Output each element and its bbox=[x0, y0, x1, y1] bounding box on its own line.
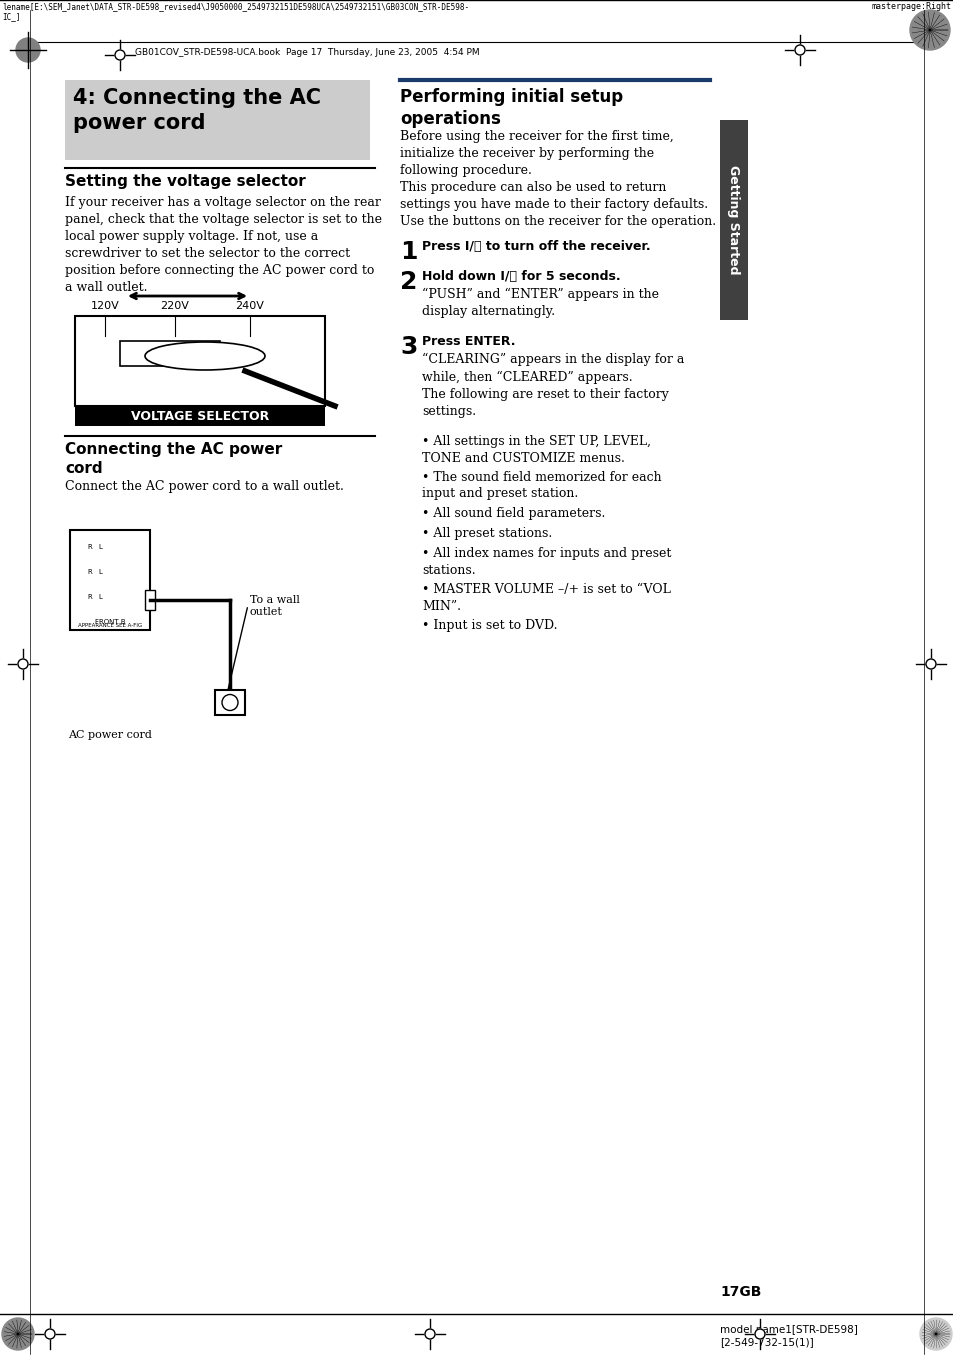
Circle shape bbox=[2, 1318, 34, 1350]
Text: • MASTER VOLUME –/+ is set to “VOL
MIN”.: • MASTER VOLUME –/+ is set to “VOL MIN”. bbox=[421, 582, 670, 612]
Circle shape bbox=[919, 1318, 951, 1350]
Text: 220V: 220V bbox=[160, 301, 190, 311]
Text: 2: 2 bbox=[399, 270, 416, 295]
Text: L: L bbox=[98, 544, 102, 550]
Text: “CLEARING” appears in the display for a
while, then “CLEARED” appears.
The follo: “CLEARING” appears in the display for a … bbox=[421, 353, 683, 417]
Bar bbox=[85, 567, 105, 582]
Bar bbox=[145, 591, 154, 610]
Text: “PUSH” and “ENTER” appears in the
display alternatingly.: “PUSH” and “ENTER” appears in the displa… bbox=[421, 288, 659, 318]
Bar bbox=[75, 316, 325, 406]
Bar bbox=[75, 406, 325, 426]
Text: 4: Connecting the AC
power cord: 4: Connecting the AC power cord bbox=[73, 89, 320, 132]
Text: • All preset stations.: • All preset stations. bbox=[421, 527, 552, 540]
Text: • The sound field memorized for each
input and preset station.: • The sound field memorized for each inp… bbox=[421, 471, 661, 501]
Circle shape bbox=[909, 10, 949, 50]
Text: masterpage:Right: masterpage:Right bbox=[871, 1, 951, 11]
Text: Before using the receiver for the first time,
initialize the receiver by perform: Before using the receiver for the first … bbox=[399, 130, 716, 228]
Text: • All index names for inputs and preset
stations.: • All index names for inputs and preset … bbox=[421, 547, 671, 577]
Text: R: R bbox=[88, 569, 92, 576]
Ellipse shape bbox=[145, 342, 265, 370]
Text: 3: 3 bbox=[399, 336, 416, 359]
Text: 120V: 120V bbox=[91, 301, 119, 311]
Text: Connecting the AC power
cord: Connecting the AC power cord bbox=[65, 442, 282, 476]
Bar bbox=[70, 531, 150, 630]
Circle shape bbox=[115, 50, 125, 60]
Circle shape bbox=[45, 1329, 55, 1339]
Text: R: R bbox=[88, 593, 92, 600]
Text: Performing initial setup
operations: Performing initial setup operations bbox=[399, 89, 622, 128]
Bar bbox=[65, 80, 370, 160]
Circle shape bbox=[18, 659, 28, 668]
Text: 240V: 240V bbox=[235, 301, 264, 311]
Circle shape bbox=[794, 45, 804, 55]
Text: GB01COV_STR-DE598-UCA.book  Page 17  Thursday, June 23, 2005  4:54 PM: GB01COV_STR-DE598-UCA.book Page 17 Thurs… bbox=[135, 48, 479, 57]
Text: Press ENTER.: Press ENTER. bbox=[421, 336, 515, 348]
Text: AC power cord: AC power cord bbox=[68, 730, 152, 741]
Text: • All settings in the SET UP, LEVEL,
TONE and CUSTOMIZE menus.: • All settings in the SET UP, LEVEL, TON… bbox=[421, 435, 650, 465]
Text: APPEARANCE SEE A-FIG: APPEARANCE SEE A-FIG bbox=[78, 623, 142, 627]
Text: Getting Started: Getting Started bbox=[727, 165, 740, 274]
Text: model name1[STR-DE598]
[2-549-732-15(1)]: model name1[STR-DE598] [2-549-732-15(1)] bbox=[720, 1324, 857, 1348]
Text: If your receiver has a voltage selector on the rear
panel, check that the voltag: If your receiver has a voltage selector … bbox=[65, 196, 381, 295]
Text: To a wall
outlet: To a wall outlet bbox=[250, 595, 299, 617]
Text: 17GB: 17GB bbox=[720, 1285, 760, 1299]
Text: Hold down I/⏻ for 5 seconds.: Hold down I/⏻ for 5 seconds. bbox=[421, 270, 620, 282]
Bar bbox=[720, 120, 747, 321]
Text: • All sound field parameters.: • All sound field parameters. bbox=[421, 507, 605, 520]
Text: Press I/⏻ to turn off the receiver.: Press I/⏻ to turn off the receiver. bbox=[421, 240, 650, 252]
Circle shape bbox=[925, 659, 935, 668]
Circle shape bbox=[16, 38, 40, 61]
Text: Setting the voltage selector: Setting the voltage selector bbox=[65, 175, 305, 190]
Bar bbox=[85, 592, 105, 608]
Bar bbox=[85, 542, 105, 558]
Text: lename[E:\SEM_Janet\DATA_STR-DE598_revised4\J9050000_2549732151DE598UCA\25497321: lename[E:\SEM_Janet\DATA_STR-DE598_revis… bbox=[2, 1, 469, 11]
Circle shape bbox=[754, 1329, 764, 1339]
Bar bbox=[214, 690, 245, 715]
Text: L: L bbox=[98, 593, 102, 600]
Text: R: R bbox=[88, 544, 92, 550]
Text: VOLTAGE SELECTOR: VOLTAGE SELECTOR bbox=[131, 409, 269, 423]
Circle shape bbox=[424, 1329, 435, 1339]
Circle shape bbox=[222, 694, 237, 711]
Bar bbox=[120, 341, 220, 366]
Text: L: L bbox=[98, 569, 102, 576]
Text: 1: 1 bbox=[399, 240, 417, 265]
Text: Connect the AC power cord to a wall outlet.: Connect the AC power cord to a wall outl… bbox=[65, 480, 343, 492]
Text: IC_]: IC_] bbox=[2, 12, 20, 20]
Text: • Input is set to DVD.: • Input is set to DVD. bbox=[421, 619, 557, 632]
Text: FRONT B: FRONT B bbox=[94, 619, 125, 625]
